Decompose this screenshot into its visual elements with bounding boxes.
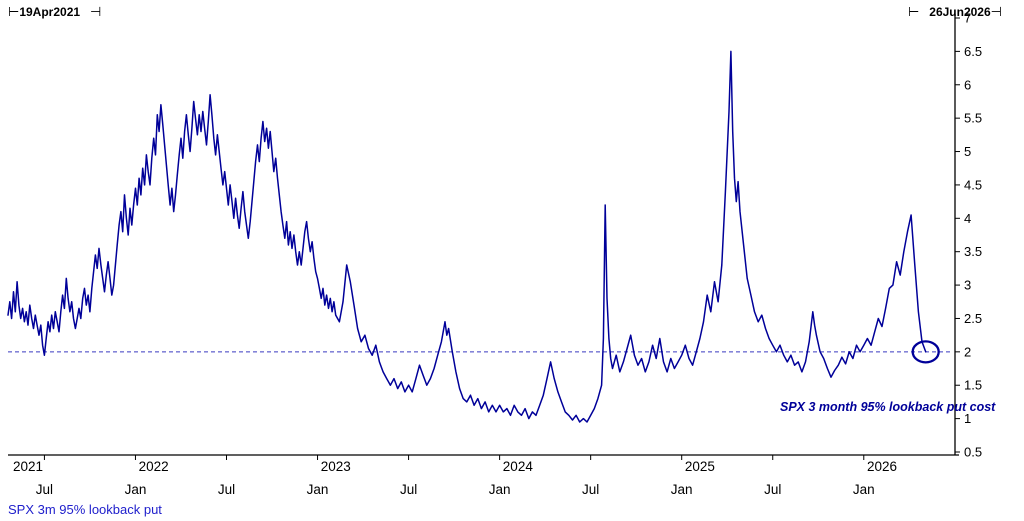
x-tick-label: Jan [125,482,147,497]
y-tick-label: 6 [964,77,971,92]
series-line [7,50,927,423]
x-tick-label: Jul [582,482,599,497]
y-tick-label: 7 [964,11,971,26]
x-tick-label: Jul [764,482,781,497]
range-open-bracket-icon: ⊢ [907,4,920,19]
y-tick-label: 0.5 [964,445,982,460]
x-tick-label: Jul [36,482,53,497]
y-tick-label: 5 [964,144,971,159]
y-tick-label: 1.5 [964,378,982,393]
y-tick-label: 5.5 [964,111,982,126]
date-range-end: ⊢ 26Jun2026 ⊣ [908,4,1002,20]
range-open-bracket-icon: ⊢ [8,4,20,19]
y-tick-label: 3.5 [964,244,982,259]
y-tick-label: 1 [964,411,971,426]
year-label: 2026 [867,459,897,474]
x-tick-label: Jul [400,482,417,497]
y-tick-label: 4 [964,211,971,226]
series-annotation-label: SPX 3 month 95% lookback put cost [780,400,996,414]
year-label: 2024 [503,459,534,474]
y-tick-label: 2 [964,344,971,359]
legend-label: SPX 3m 95% lookback put [8,502,162,517]
last-point-circle [911,340,940,364]
year-label: 2022 [139,459,169,474]
x-tick-label: Jan [853,482,875,497]
x-tick-label: Jan [489,482,511,497]
y-tick-label: 4.5 [964,177,982,192]
year-label: 2023 [321,459,351,474]
year-label: 2025 [685,459,715,474]
y-tick-label: 3 [964,278,971,293]
date-range-start: ⊢ 19Apr2021 ⊣ [8,4,101,20]
x-tick-label: Jan [307,482,329,497]
y-tick-label: 2.5 [964,311,982,326]
x-tick-label: Jan [671,482,693,497]
range-end-date: 26Jun2026 [929,5,991,19]
year-label: 2021 [13,459,43,474]
range-start-date: 19Apr2021 [19,5,81,19]
range-close-bracket-icon: ⊣ [90,4,102,19]
x-tick-label: Jul [218,482,235,497]
range-close-bracket-icon: ⊣ [990,4,1002,19]
y-tick-label: 6.5 [964,44,982,59]
